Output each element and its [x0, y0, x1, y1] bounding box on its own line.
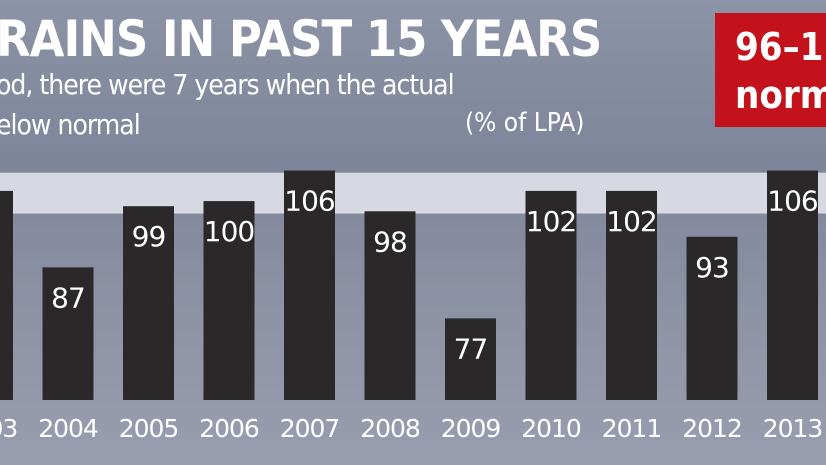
value-label-2010: 102 — [526, 205, 576, 238]
bar-2008 — [364, 211, 416, 400]
bar-2012 — [686, 236, 738, 400]
x-tick-2006: 2006 — [199, 414, 259, 443]
value-label-2006: 100 — [204, 215, 254, 248]
x-tick-2005: 2005 — [119, 414, 179, 443]
value-label-2004: 87 — [51, 281, 85, 314]
value-label-2007: 106 — [284, 185, 335, 218]
bar-2013 — [767, 170, 818, 400]
value-label-2009: 77 — [454, 332, 488, 365]
x-tick-2010: 2010 — [521, 414, 581, 443]
value-label-2008: 98 — [373, 225, 407, 258]
x-tick-2007: 2007 — [280, 414, 340, 443]
x-tick-2011: 2011 — [602, 414, 662, 443]
callout-line2: norm — [735, 73, 826, 117]
x-tick-2013: 2013 — [763, 414, 823, 443]
bar-2003 — [0, 190, 13, 400]
normal-range-callout: 96–1 norm — [715, 13, 826, 127]
bar-2009 — [445, 318, 496, 400]
bar-2005 — [123, 206, 174, 400]
x-tick-2003: 2003 — [0, 414, 17, 443]
x-tick-2012: 2012 — [682, 414, 742, 443]
bar-2006 — [203, 201, 255, 400]
x-tick-2004: 2004 — [38, 414, 98, 443]
x-tick-2009: 2009 — [441, 414, 501, 443]
callout-line1: 96–1 — [735, 25, 824, 69]
bar-2011 — [606, 190, 657, 400]
bar-2004 — [42, 267, 94, 400]
unit-label: (% of LPA) — [465, 108, 585, 138]
bar-2010 — [525, 190, 577, 400]
bar-2007 — [284, 170, 335, 400]
value-label-2012: 93 — [695, 251, 729, 284]
value-label-2011: 102 — [606, 205, 656, 238]
chart-title: RAINS IN PAST 15 YEARS — [0, 10, 602, 68]
chart-subtitle-line2: elow normal — [0, 108, 141, 141]
x-tick-2008: 2008 — [360, 414, 420, 443]
chart-subtitle-line1: od, there were 7 years when the actual — [0, 68, 455, 101]
value-label-2013: 106 — [767, 185, 818, 218]
value-label-2005: 99 — [132, 220, 166, 253]
